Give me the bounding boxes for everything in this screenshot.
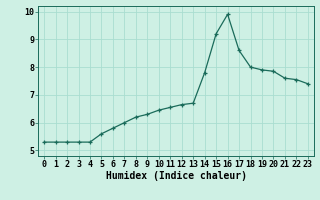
X-axis label: Humidex (Indice chaleur): Humidex (Indice chaleur) [106,171,246,181]
